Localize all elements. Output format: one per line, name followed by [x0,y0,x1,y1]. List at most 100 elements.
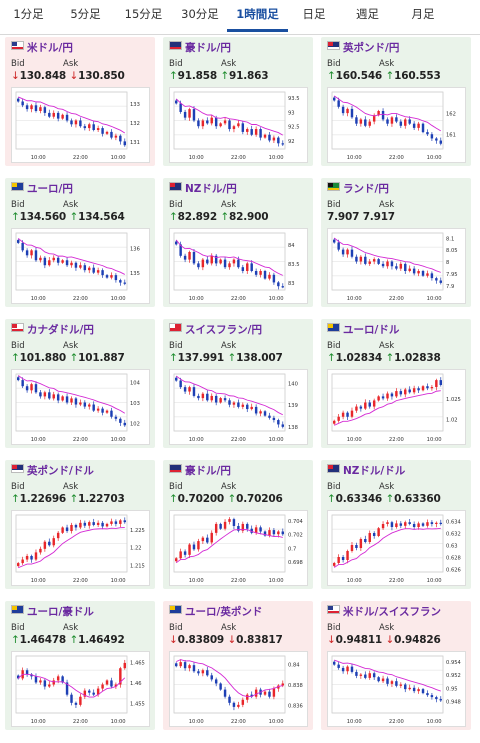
pair-title[interactable]: NZドル/ドル [327,464,405,478]
currency-card[interactable]: ランド/円 Bid Ask 7.907 7.917 8.1 8.05 8 7.95 7.9 10:… [321,178,471,307]
currency-card[interactable]: NZドル/円 Bid Ask ↑82.892 ↑82.900 84 83.5 83 10:00… [163,178,313,307]
currency-card[interactable]: 米ドル/円 Bid Ask ↓130.848 ↓130.850 133 132 131 10:… [5,37,155,166]
y-tick-label: 161 [446,133,456,139]
pair-title[interactable]: NZドル/円 [169,182,237,196]
pair-title[interactable]: 英ポンド/ドル [11,464,94,478]
candle-body [254,129,258,135]
bid-value: 134.560 [19,211,67,223]
tab-1[interactable]: 5分足 [70,7,101,21]
pair-title[interactable]: 豪ドル/円 [169,41,231,55]
candlestick-chart[interactable]: 0.954 0.952 0.95 0.948 10:00 22:00 10:00 [327,651,466,727]
x-tick-label: 10:00 [111,296,126,302]
candle-body [105,131,109,134]
bid-value: 1.22696 [19,493,67,505]
candle-body [34,676,38,683]
candle-body [206,537,209,543]
candlestick-chart[interactable]: 1.225 1.22 1.215 10:00 22:00 10:00 [11,510,150,586]
candle-body [254,271,258,275]
candle-body [52,394,55,399]
pair-title[interactable]: 英ポンド/円 [327,41,399,55]
candlestick-chart[interactable]: 0.634 0.632 0.63 0.628 0.626 10:00 22:00 10:00 [327,510,466,586]
bid-label: Bid [11,341,25,351]
pair-name: 米ドル/円 [27,42,73,54]
tab-5[interactable]: 日足 [302,7,326,21]
candle-body [386,119,389,124]
candlestick-chart[interactable]: 140 139 138 10:00 22:00 10:00 [169,369,308,445]
tab-2[interactable]: 15分足 [124,7,163,21]
pair-title[interactable]: ユーロ/英ポンド [169,605,262,619]
pair-title[interactable]: 豪ドル/円 [169,464,231,478]
candlestick-chart[interactable]: 0.84 0.838 0.836 10:00 22:00 10:00 [169,651,308,727]
candle-body [56,112,60,119]
candlestick-chart[interactable]: 84 83.5 83 10:00 22:00 10:00 [169,228,308,304]
candle-body [206,259,209,264]
currency-card[interactable]: 英ポンド/円 Bid Ask ↑160.546 ↑160.553 162 161 10:00… [321,37,471,166]
moving-average-line [175,98,284,136]
currency-card[interactable]: ユーロ/円 Bid Ask ↑134.560 ↑134.564 136 135 10:00 2… [5,178,155,307]
candlestick-chart[interactable]: 8.1 8.05 8 7.95 7.9 10:00 22:00 10:00 [327,228,466,304]
x-tick-label: 10:00 [269,437,284,443]
ask-arrow-icon: ↓ [227,634,237,646]
candle-body [179,103,182,112]
currency-card[interactable]: カナダドル/円 Bid Ask ↑101.880 ↑101.887 104 103 102 1… [5,319,155,448]
tab-4[interactable]: 1時間足 [227,0,288,32]
candlestick-chart[interactable]: 104 103 102 10:00 22:00 10:00 [11,369,150,445]
candlestick-chart[interactable]: 133 132 131 10:00 22:00 10:00 [11,87,150,163]
candle-body [417,689,420,692]
y-tick-label: 139 [288,403,298,409]
candlestick-chart[interactable]: 1.025 1.02 10:00 22:00 10:00 [327,369,466,445]
candlestick-chart[interactable]: 136 135 10:00 22:00 10:00 [11,228,150,304]
currency-card[interactable]: NZドル/ドル Bid Ask ↑0.63346 ↑0.63360 0.634 0.632… [321,460,471,589]
currency-card[interactable]: 米ドル/スイスフラン Bid Ask ↓0.94811 ↓0.94826 0.954 0.… [321,601,471,730]
currency-card[interactable]: ユーロ/英ポンド Bid Ask ↓0.83809 ↓0.83817 0.84 0.838… [163,601,313,730]
pair-title[interactable]: 米ドル/円 [11,41,73,55]
y-tick-label: 131 [130,140,140,146]
candle-body [377,396,380,401]
pair-name: 米ドル/スイスフラン [343,606,442,618]
candle-body [110,680,113,687]
pair-title[interactable]: スイスフラン/円 [169,323,262,337]
y-tick-label: 0.702 [288,533,303,539]
candle-body [88,522,91,526]
candle-body [30,555,33,560]
candlestick-chart[interactable]: 93.5 93 92.5 92 10:00 22:00 10:00 [169,87,308,163]
y-tick-label: 0.7 [288,546,296,552]
currency-card[interactable]: 英ポンド/ドル Bid Ask ↑1.22696 ↑1.22703 1.225 1.22 1… [5,460,155,589]
currency-card[interactable]: ユーロ/豪ドル Bid Ask ↑1.46478 ↑1.46492 1.465 1.46 1… [5,601,155,730]
y-tick-label: 93 [288,110,295,116]
pair-title[interactable]: 米ドル/スイスフラン [327,605,441,619]
candlestick-chart[interactable]: 1.465 1.46 1.455 10:00 22:00 10:00 [11,651,150,727]
tab-3[interactable]: 30分足 [181,7,219,21]
pair-title[interactable]: ユーロ/ドル [327,323,399,337]
currency-card[interactable]: 豪ドル/円 Bid Ask ↑0.70200 ↑0.70206 0.704 0.702 0.… [163,460,313,589]
chart-svg: 0.954 0.952 0.95 0.948 10:00 22:00 10:00 [331,655,462,725]
bid-ask-values: ↑1.46478 ↑1.46492 [11,634,125,646]
currency-card[interactable]: ユーロ/ドル Bid Ask ↑1.02834 ↑1.02838 1.025 1.02 10… [321,319,471,448]
au-flag-icon [169,464,182,473]
pair-title[interactable]: ユーロ/円 [11,182,73,196]
chart-svg: 0.84 0.838 0.836 10:00 22:00 10:00 [173,655,303,725]
x-tick-label: 10:00 [31,155,46,161]
currency-card[interactable]: 豪ドル/円 Bid Ask ↑91.858 ↑91.863 93.5 93 92.5 92 10… [163,37,313,166]
plot-frame [173,91,286,150]
candle-body [341,667,345,672]
pair-title[interactable]: カナダドル/円 [11,323,94,337]
candlestick-chart[interactable]: 162 161 10:00 22:00 10:00 [327,87,466,163]
ask-value: 0.70206 [236,493,283,505]
candle-body [412,388,416,393]
tab-7[interactable]: 月足 [411,7,435,21]
bid-label: Bid [327,59,341,69]
tab-0[interactable]: 1分足 [13,7,44,21]
candle-body [332,661,336,665]
plot-frame [15,373,128,432]
candle-body [223,120,227,124]
candle-body [395,681,398,686]
candle-body [386,261,389,267]
candlestick-chart[interactable]: 0.704 0.702 0.7 0.698 10:00 22:00 10:00 [169,510,308,586]
pair-title[interactable]: ユーロ/豪ドル [11,605,94,619]
candle-body [377,111,380,116]
pair-title[interactable]: ランド/円 [327,182,389,196]
tab-6[interactable]: 週足 [356,7,379,21]
candle-body [61,676,64,683]
currency-card[interactable]: スイスフラン/円 Bid Ask ↑137.991 ↑138.007 140 139 138… [163,319,313,448]
